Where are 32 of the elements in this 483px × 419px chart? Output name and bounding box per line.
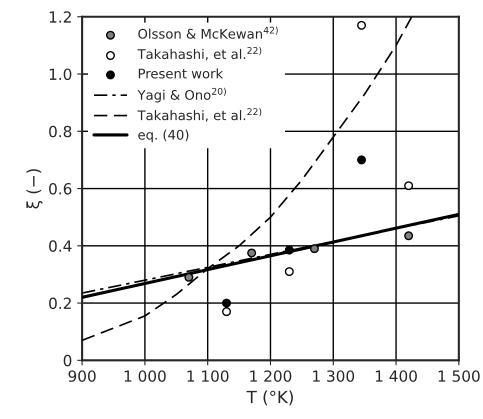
x-tick-label: 1 400 [376, 370, 417, 382]
point [357, 155, 366, 164]
y-tick-label: 0.6 [49, 183, 72, 195]
point [310, 244, 319, 254]
point [404, 231, 414, 240]
point [222, 298, 232, 308]
legend-label: Takahashi, et al.$^{22)}$ [137, 108, 262, 122]
x-tick-label: 1 500 [438, 370, 480, 382]
point [247, 248, 256, 258]
legend-label: eq. (40) [138, 130, 188, 142]
y-tick-label: 1.0 [50, 68, 72, 80]
point [222, 307, 232, 316]
x-tick-label: 1 000 [124, 370, 166, 382]
y-tick-label: 0 [64, 354, 72, 366]
point [404, 181, 414, 190]
legend-label: Olsson & McKewan$^{42)}$ [138, 26, 278, 39]
legend-label: Present work [138, 68, 224, 79]
legend-label: Takahashi, et al.$^{22)}$ [137, 46, 262, 60]
y-tick-label: 0.4 [49, 240, 72, 252]
y-tick-label: 0.2 [49, 298, 71, 310]
point [284, 267, 294, 276]
x-tick-label: 1 100 [188, 370, 229, 382]
y-axis-title: ξ (−) [26, 169, 43, 208]
x-axis-title: T (°K) [246, 390, 293, 406]
point [357, 20, 366, 30]
y-tick-label: 0.8 [49, 126, 72, 138]
x-tick-label: 1 200 [250, 370, 292, 382]
point [284, 246, 294, 255]
x-tick-label: 900 [68, 370, 96, 382]
y-tick-label: 1.2 [50, 11, 71, 23]
legend-label: Yagi & Ono$^{20)}$ [138, 88, 226, 102]
x-tick-label: 1 300 [313, 370, 354, 382]
